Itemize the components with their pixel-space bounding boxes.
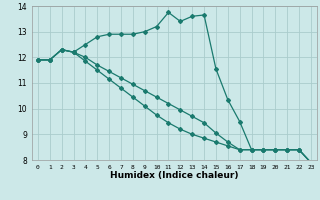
- X-axis label: Humidex (Indice chaleur): Humidex (Indice chaleur): [110, 171, 239, 180]
